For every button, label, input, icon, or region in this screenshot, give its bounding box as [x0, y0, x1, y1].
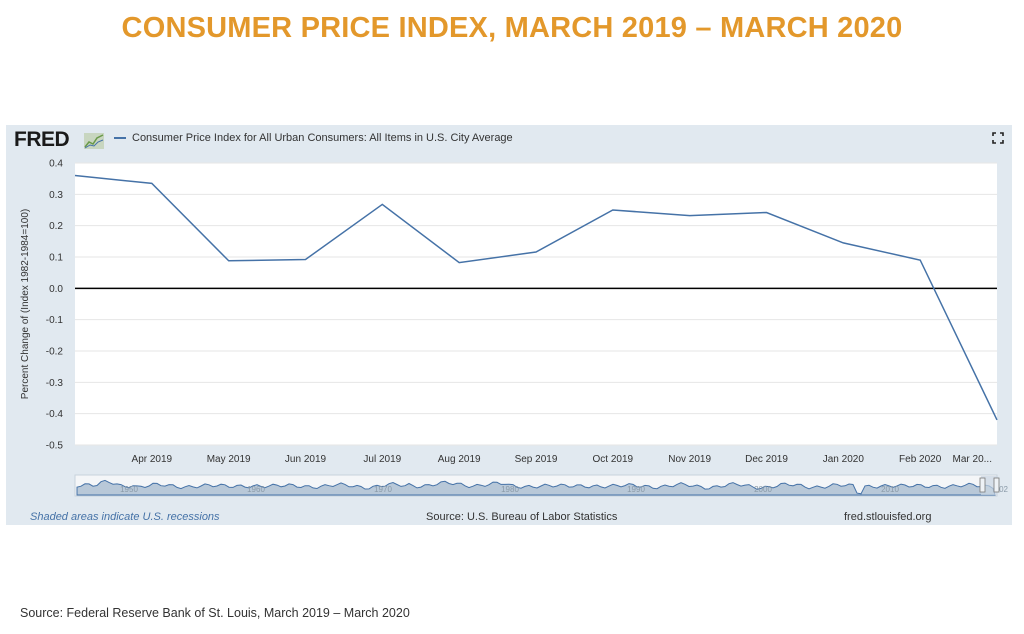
fullscreen-expand-icon[interactable]	[992, 132, 1004, 144]
x-tick-label: Mar 20...	[953, 454, 992, 465]
plot-area	[75, 163, 997, 445]
x-tick-label: Jul 2019	[363, 454, 401, 465]
data-point[interactable]	[533, 249, 539, 255]
y-tick-label: -0.5	[46, 441, 64, 452]
slide-title: CONSUMER PRICE INDEX, MARCH 2019 – MARCH…	[121, 12, 903, 44]
x-tick-label: May 2019	[207, 454, 251, 465]
navigator-year-label: 1970	[374, 485, 392, 494]
data-point[interactable]	[456, 260, 462, 266]
y-tick-label: 0.2	[49, 221, 63, 232]
x-tick-label: Apr 2019	[132, 454, 173, 465]
data-point[interactable]	[994, 417, 1000, 423]
navigator-year-label: 2000	[754, 485, 772, 494]
range-navigator[interactable]: 1950 1960 1970 1980 1990 2000 2010 202	[74, 474, 1009, 497]
x-tick-label: Nov 2019	[668, 454, 711, 465]
navigator-year-label: 2010	[881, 485, 899, 494]
data-point[interactable]	[149, 180, 155, 186]
x-tick-label: Oct 2019	[593, 454, 634, 465]
fred-logo[interactable]: FRED	[14, 128, 70, 151]
x-tick-label: Dec 2019	[745, 454, 788, 465]
navigator-year-label: 1990	[627, 485, 645, 494]
data-point[interactable]	[72, 173, 78, 179]
x-tick-label: Jan 2020	[823, 454, 865, 465]
data-point[interactable]	[764, 210, 770, 216]
navigator-handle-right[interactable]	[993, 477, 1000, 493]
data-point[interactable]	[379, 201, 385, 207]
y-tick-label: -0.4	[46, 409, 64, 420]
navigator-year-label: 1960	[247, 485, 265, 494]
data-point[interactable]	[303, 257, 309, 263]
x-tick-label: Aug 2019	[438, 454, 481, 465]
y-axis-label: Percent Change of (Index 1982-1984=100)	[20, 209, 31, 399]
chart-legend[interactable]: Consumer Price Index for All Urban Consu…	[114, 132, 513, 144]
chart-svg: 0.4 0.3 0.2 0.1 0.0 -0.1 -0.2 -0.3 -0.4 -0.5 Apr …	[20, 159, 1009, 497]
y-tick-label: 0.0	[49, 284, 63, 295]
y-tick-label: 0.3	[49, 190, 63, 201]
x-tick-label: Sep 2019	[515, 454, 558, 465]
y-tick-label: -0.3	[46, 378, 64, 389]
navigator-year-label: 1950	[120, 485, 138, 494]
navigator-sparkline	[76, 479, 996, 496]
navigator-year-label: 1980	[501, 485, 519, 494]
y-tick-label: 0.4	[49, 159, 63, 170]
x-tick-label: Jun 2019	[285, 454, 327, 465]
fred-site-link[interactable]: fred.stlouisfed.org	[844, 511, 932, 523]
legend-label: Consumer Price Index for All Urban Consu…	[132, 132, 513, 144]
y-tick-label: 0.1	[49, 253, 63, 264]
fred-chart-panel: 0.4 0.3 0.2 0.1 0.0 -0.1 -0.2 -0.3 -0.4 -0.5 Apr …	[6, 125, 1012, 525]
data-point[interactable]	[917, 257, 923, 263]
data-point[interactable]	[687, 213, 693, 219]
navigator-year-label: 202	[995, 485, 1009, 494]
y-tick-label: -0.2	[46, 347, 64, 358]
navigator-handle-left[interactable]	[979, 477, 986, 493]
page-source-note: Source: Federal Reserve Bank of St. Loui…	[20, 606, 410, 620]
x-tick-label: Feb 2020	[899, 454, 942, 465]
data-source-note: Source: U.S. Bureau of Labor Statistics	[426, 511, 618, 523]
fred-logo-chart-icon	[84, 133, 104, 149]
data-point[interactable]	[610, 207, 616, 213]
data-point[interactable]	[840, 240, 846, 246]
legend-swatch	[114, 137, 126, 139]
data-point[interactable]	[226, 258, 232, 264]
series-line-cpi	[74, 174, 998, 421]
y-tick-label: -0.1	[46, 315, 64, 326]
recession-note: Shaded areas indicate U.S. recessions	[30, 511, 220, 523]
